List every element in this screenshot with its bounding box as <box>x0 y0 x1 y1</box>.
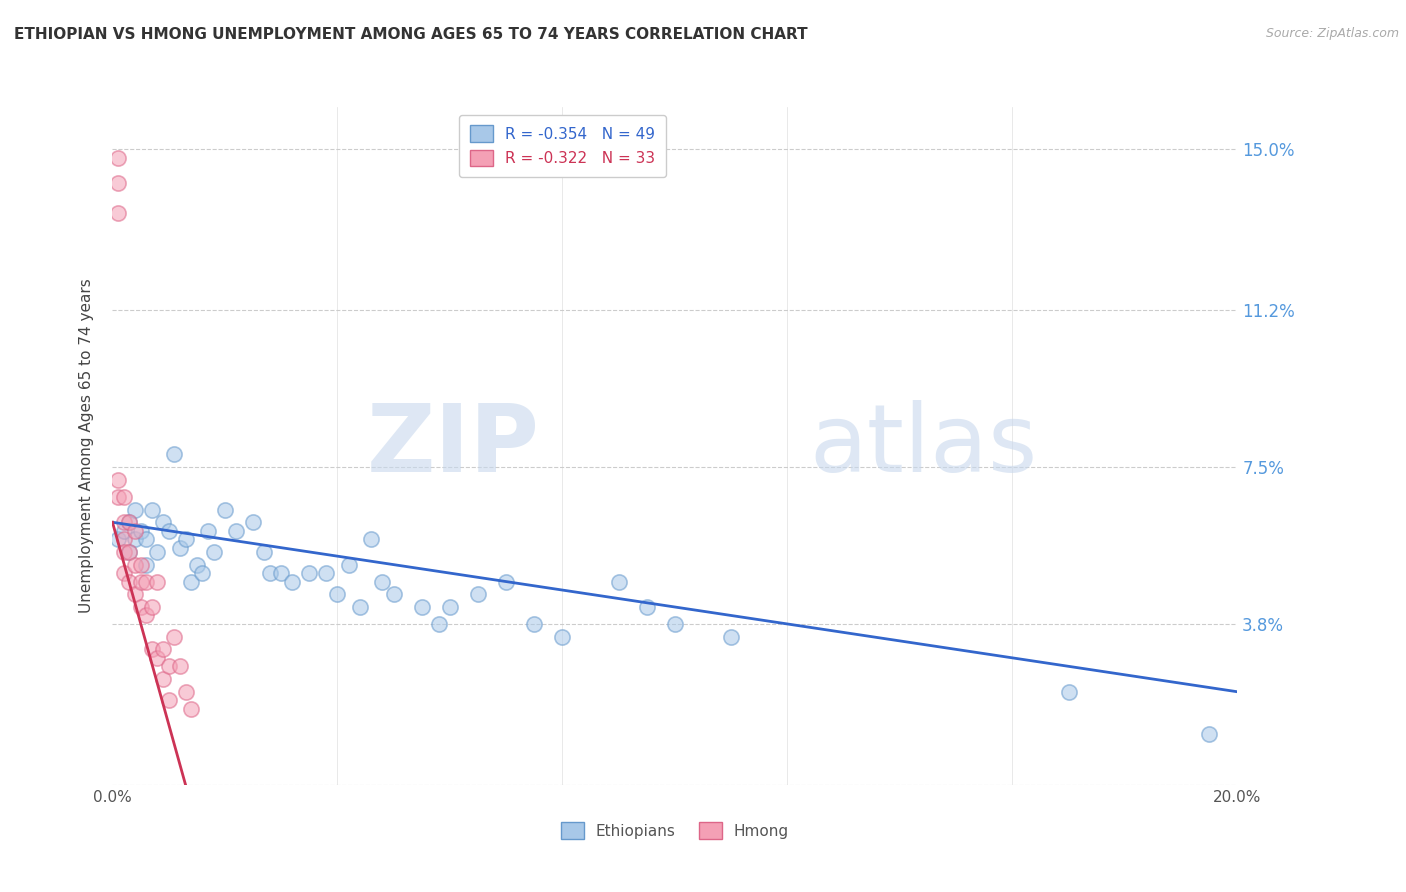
Point <box>112 515 135 529</box>
Point <box>270 566 292 581</box>
Point <box>152 672 174 686</box>
Point <box>107 473 129 487</box>
Point <box>129 524 152 538</box>
Point <box>186 558 208 572</box>
Point <box>107 177 129 191</box>
Point <box>253 545 276 559</box>
Point <box>214 502 236 516</box>
Point <box>118 515 141 529</box>
Point <box>281 574 304 589</box>
Point <box>382 587 405 601</box>
Point <box>259 566 281 581</box>
Point <box>124 532 146 546</box>
Point <box>180 701 202 715</box>
Point <box>157 659 180 673</box>
Point <box>337 558 360 572</box>
Point <box>141 642 163 657</box>
Point <box>174 532 197 546</box>
Point <box>157 693 180 707</box>
Point <box>349 599 371 614</box>
Point <box>191 566 214 581</box>
Point <box>129 599 152 614</box>
Point <box>112 566 135 581</box>
Point <box>607 574 630 589</box>
Point <box>118 515 141 529</box>
Text: ZIP: ZIP <box>367 400 540 492</box>
Point <box>636 599 658 614</box>
Point <box>107 490 129 504</box>
Point <box>157 524 180 538</box>
Point <box>124 558 146 572</box>
Point <box>112 490 135 504</box>
Point <box>112 524 135 538</box>
Point <box>124 502 146 516</box>
Point <box>371 574 394 589</box>
Point <box>146 545 169 559</box>
Point <box>141 599 163 614</box>
Point <box>163 630 186 644</box>
Text: atlas: atlas <box>810 400 1038 492</box>
Point <box>298 566 321 581</box>
Point <box>664 617 686 632</box>
Point <box>129 558 152 572</box>
Point <box>118 545 141 559</box>
Point <box>1057 685 1080 699</box>
Point <box>107 151 129 165</box>
Point <box>169 659 191 673</box>
Point <box>1198 727 1220 741</box>
Point <box>180 574 202 589</box>
Point <box>326 587 349 601</box>
Point <box>202 545 225 559</box>
Point <box>135 574 157 589</box>
Point <box>118 574 141 589</box>
Point <box>118 545 141 559</box>
Point <box>152 642 174 657</box>
Point <box>152 515 174 529</box>
Point <box>467 587 489 601</box>
Point <box>135 558 157 572</box>
Point <box>551 630 574 644</box>
Point <box>124 587 146 601</box>
Point <box>439 599 461 614</box>
Point <box>112 532 135 546</box>
Point <box>146 574 169 589</box>
Point <box>242 515 264 529</box>
Point <box>427 617 450 632</box>
Point <box>523 617 546 632</box>
Point <box>411 599 433 614</box>
Text: ETHIOPIAN VS HMONG UNEMPLOYMENT AMONG AGES 65 TO 74 YEARS CORRELATION CHART: ETHIOPIAN VS HMONG UNEMPLOYMENT AMONG AG… <box>14 27 807 42</box>
Point <box>141 502 163 516</box>
Point <box>495 574 517 589</box>
Point <box>135 532 157 546</box>
Point <box>107 532 129 546</box>
Point <box>169 541 191 555</box>
Text: Source: ZipAtlas.com: Source: ZipAtlas.com <box>1265 27 1399 40</box>
Point <box>315 566 337 581</box>
Point <box>163 448 186 462</box>
Point <box>197 524 219 538</box>
Point <box>174 685 197 699</box>
Y-axis label: Unemployment Among Ages 65 to 74 years: Unemployment Among Ages 65 to 74 years <box>79 278 94 614</box>
Point <box>720 630 742 644</box>
Point <box>107 206 129 220</box>
Point <box>360 532 382 546</box>
Point <box>225 524 247 538</box>
Point <box>129 574 152 589</box>
Point <box>146 651 169 665</box>
Point <box>124 524 146 538</box>
Point <box>135 608 157 623</box>
Point <box>112 545 135 559</box>
Legend: Ethiopians, Hmong: Ethiopians, Hmong <box>555 816 794 845</box>
